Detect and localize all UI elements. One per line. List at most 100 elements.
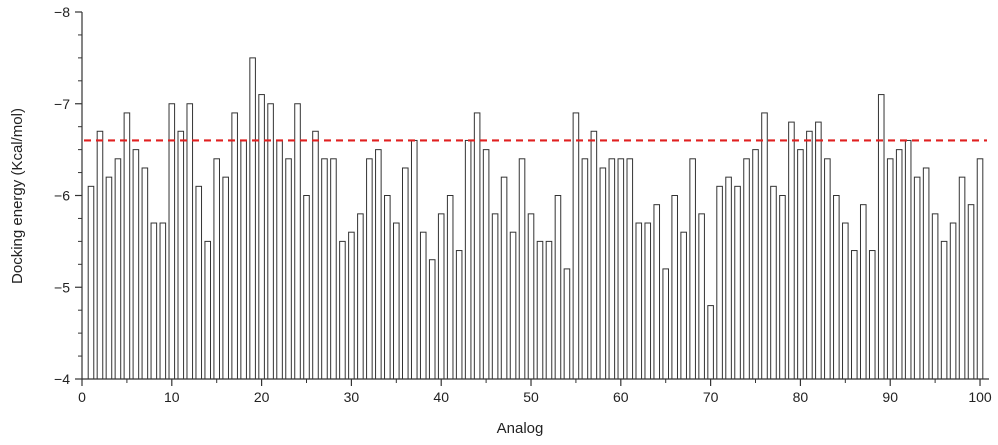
bar-analog-26 — [312, 130, 319, 380]
bar-analog-30 — [348, 231, 355, 380]
bar-analog-84 — [833, 195, 840, 380]
y-tick-label: −4 — [54, 371, 70, 387]
bar-analog-70 — [707, 305, 714, 380]
bar-analog-20 — [258, 94, 265, 380]
bar-analog-78 — [779, 195, 786, 380]
bar-analog-48 — [509, 231, 517, 380]
bar-analog-80 — [797, 149, 804, 380]
bar-analog-39 — [428, 259, 436, 380]
bar-analog-17 — [231, 112, 238, 380]
bar-analog-41 — [446, 195, 454, 380]
bar-analog-43 — [464, 139, 472, 380]
bar-analog-22 — [276, 139, 283, 380]
x-axis-title: Analog — [497, 420, 544, 437]
bar-analog-76 — [761, 112, 768, 380]
bar-analog-52 — [545, 240, 553, 380]
bar-analog-98 — [958, 176, 966, 380]
bar-analog-6 — [132, 149, 140, 380]
bar-analog-65 — [662, 268, 669, 380]
bar-analog-82 — [815, 121, 822, 380]
x-tick-label: 100 — [968, 389, 992, 405]
bar-analog-53 — [554, 195, 562, 380]
bar-analog-72 — [725, 176, 732, 380]
bar-analog-45 — [482, 149, 490, 380]
bar-analog-97 — [949, 222, 957, 380]
bar-analog-49 — [518, 158, 526, 380]
x-tick-label: 20 — [254, 389, 270, 405]
bar-analog-36 — [402, 167, 409, 380]
bar-analog-16 — [222, 176, 229, 380]
bar-analog-60 — [617, 158, 625, 380]
x-tick-label: 60 — [613, 389, 629, 405]
bar-analog-34 — [384, 195, 391, 380]
bar-analog-57 — [590, 130, 598, 380]
bar-analog-79 — [788, 121, 795, 380]
bar-analog-32 — [366, 158, 373, 380]
bar-analog-50 — [527, 213, 535, 380]
bar-analog-74 — [743, 158, 750, 380]
bar-analog-96 — [940, 240, 948, 380]
y-tick-label: −6 — [54, 188, 70, 204]
bar-analog-95 — [931, 213, 939, 380]
bars-group — [87, 57, 984, 380]
bar-analog-55 — [572, 112, 580, 380]
bar-analog-7 — [141, 167, 149, 380]
y-tick-label: −5 — [54, 279, 70, 295]
bar-analog-92 — [904, 139, 912, 380]
bar-analog-100 — [976, 158, 984, 380]
bar-analog-90 — [886, 158, 894, 380]
x-tick-label: 0 — [78, 389, 86, 405]
bar-analog-58 — [599, 167, 607, 380]
bar-analog-73 — [734, 185, 741, 380]
y-axis-title: Docking energy (Kcal/mol) — [9, 108, 26, 284]
bar-analog-87 — [859, 204, 867, 380]
bar-analog-61 — [626, 158, 634, 380]
bar-analog-69 — [698, 213, 705, 380]
bar-analog-75 — [752, 149, 759, 380]
bar-analog-24 — [294, 103, 301, 380]
axes-group: −8 −7 −6 −5 −4 0 10 20 30 40 50 60 70 80 90 100 — [54, 4, 992, 405]
bar-analog-64 — [653, 204, 661, 380]
bar-analog-67 — [680, 231, 687, 380]
bar-analog-10 — [168, 103, 176, 380]
bar-analog-2 — [96, 130, 104, 380]
bar-analog-18 — [240, 139, 247, 380]
bar-analog-27 — [321, 158, 328, 380]
bar-analog-19 — [249, 57, 256, 380]
bar-analog-56 — [581, 158, 589, 380]
bar-analog-1 — [87, 185, 95, 380]
bar-analog-86 — [851, 250, 858, 380]
bar-analog-40 — [437, 213, 445, 380]
bar-analog-83 — [824, 158, 831, 380]
bar-analog-37 — [410, 139, 418, 380]
bar-analog-8 — [150, 222, 158, 380]
bar-analog-47 — [500, 176, 508, 380]
bar-analog-12 — [186, 103, 194, 380]
bar-analog-33 — [375, 149, 382, 380]
bar-analog-5 — [123, 112, 131, 380]
bar-analog-9 — [159, 222, 167, 380]
bar-analog-99 — [967, 204, 975, 380]
bar-analog-38 — [419, 231, 427, 380]
bar-analog-4 — [114, 158, 122, 380]
bar-analog-42 — [455, 250, 463, 380]
bar-analog-3 — [105, 176, 113, 380]
bar-analog-31 — [357, 213, 364, 380]
bar-analog-91 — [895, 149, 903, 380]
bar-analog-68 — [689, 158, 696, 380]
bar-analog-66 — [671, 195, 678, 380]
bar-analog-85 — [842, 222, 849, 380]
x-tick-label: 80 — [793, 389, 809, 405]
bar-analog-89 — [877, 94, 885, 380]
bar-analog-28 — [330, 158, 337, 380]
y-tick-label: −7 — [54, 96, 70, 112]
x-tick-label: 40 — [433, 389, 449, 405]
bar-analog-46 — [491, 213, 499, 380]
x-tick-label: 50 — [523, 389, 539, 405]
x-tick-label: 30 — [344, 389, 360, 405]
bar-analog-88 — [868, 250, 876, 380]
bar-analog-14 — [204, 240, 212, 380]
bar-analog-21 — [267, 103, 274, 380]
bar-analog-11 — [177, 130, 185, 380]
bar-analog-62 — [635, 222, 643, 380]
